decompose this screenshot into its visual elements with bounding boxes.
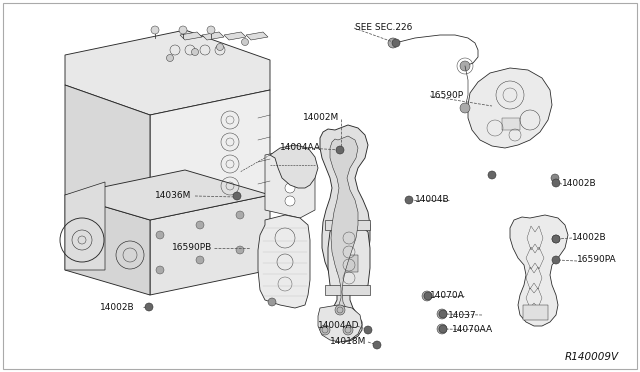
Circle shape: [145, 303, 153, 311]
Polygon shape: [523, 305, 548, 320]
Polygon shape: [468, 68, 552, 148]
Polygon shape: [270, 145, 318, 188]
Text: 14004AA: 14004AA: [280, 144, 321, 153]
Polygon shape: [180, 32, 202, 40]
Text: 14037: 14037: [448, 311, 477, 320]
Text: 14002B: 14002B: [562, 179, 596, 187]
Polygon shape: [325, 285, 370, 295]
Circle shape: [460, 61, 470, 71]
Polygon shape: [320, 125, 370, 342]
Circle shape: [151, 26, 159, 34]
Text: 14004B: 14004B: [415, 196, 450, 205]
Circle shape: [285, 183, 295, 193]
Circle shape: [196, 221, 204, 229]
Circle shape: [552, 235, 560, 243]
Text: 14036M: 14036M: [155, 192, 191, 201]
Circle shape: [207, 26, 215, 34]
Polygon shape: [337, 255, 358, 272]
Polygon shape: [202, 32, 224, 40]
Polygon shape: [65, 170, 270, 220]
Polygon shape: [65, 195, 150, 295]
Circle shape: [552, 179, 560, 187]
Text: 14018M: 14018M: [330, 337, 366, 346]
Circle shape: [437, 324, 447, 334]
Text: 14004AD: 14004AD: [318, 321, 360, 330]
Circle shape: [268, 298, 276, 306]
Circle shape: [179, 26, 187, 34]
Polygon shape: [150, 90, 270, 220]
Text: 14070AA: 14070AA: [452, 326, 493, 334]
Circle shape: [373, 341, 381, 349]
Circle shape: [424, 292, 432, 300]
Text: 14002B: 14002B: [572, 232, 607, 241]
Text: 14070A: 14070A: [430, 292, 465, 301]
Circle shape: [488, 171, 496, 179]
Text: SEE SEC.226: SEE SEC.226: [355, 23, 412, 32]
Circle shape: [343, 325, 353, 335]
Circle shape: [388, 38, 398, 48]
Polygon shape: [224, 32, 246, 40]
Polygon shape: [330, 136, 358, 336]
Text: 14002M: 14002M: [303, 113, 339, 122]
Circle shape: [437, 309, 447, 319]
Polygon shape: [510, 215, 568, 326]
Circle shape: [422, 291, 432, 301]
Polygon shape: [325, 220, 370, 230]
Circle shape: [191, 48, 198, 55]
Polygon shape: [318, 305, 362, 342]
Circle shape: [364, 326, 372, 334]
Circle shape: [405, 196, 413, 204]
Circle shape: [285, 157, 295, 167]
Circle shape: [156, 231, 164, 239]
Polygon shape: [246, 32, 268, 40]
Circle shape: [196, 256, 204, 264]
Polygon shape: [328, 225, 370, 292]
Polygon shape: [65, 30, 270, 115]
Circle shape: [460, 103, 470, 113]
Text: 16590PA: 16590PA: [577, 256, 616, 264]
Circle shape: [236, 211, 244, 219]
Circle shape: [392, 39, 400, 47]
Polygon shape: [65, 85, 150, 220]
Circle shape: [236, 246, 244, 254]
Circle shape: [241, 38, 248, 45]
Text: 16590PB: 16590PB: [172, 243, 212, 251]
Text: 16590P: 16590P: [430, 90, 464, 99]
Circle shape: [552, 235, 560, 243]
Circle shape: [439, 310, 447, 318]
Polygon shape: [258, 215, 310, 308]
Circle shape: [285, 196, 295, 206]
Polygon shape: [265, 148, 315, 218]
Polygon shape: [502, 118, 520, 130]
Text: 14002B: 14002B: [100, 302, 134, 311]
Polygon shape: [65, 182, 105, 270]
Circle shape: [166, 55, 173, 61]
Circle shape: [552, 256, 560, 264]
Circle shape: [285, 170, 295, 180]
Circle shape: [336, 146, 344, 154]
Polygon shape: [150, 195, 270, 295]
Text: R140009V: R140009V: [565, 352, 619, 362]
Circle shape: [335, 305, 345, 315]
Circle shape: [551, 174, 559, 182]
Circle shape: [216, 44, 223, 51]
Circle shape: [439, 325, 447, 333]
Circle shape: [233, 192, 241, 200]
Circle shape: [156, 266, 164, 274]
Circle shape: [320, 325, 330, 335]
